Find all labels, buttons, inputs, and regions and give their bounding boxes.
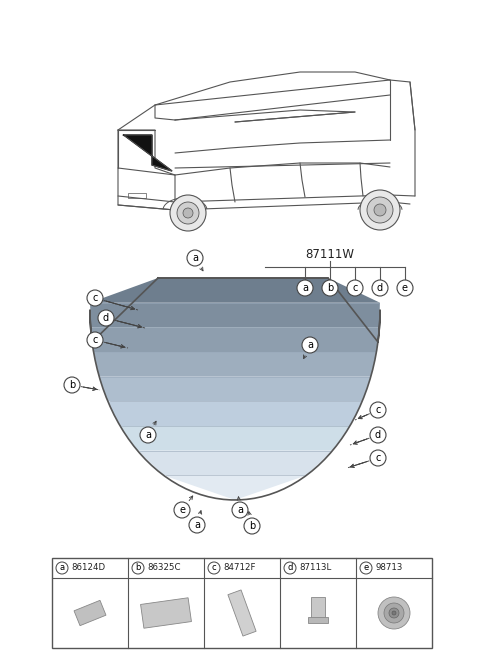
Circle shape — [370, 450, 386, 466]
Polygon shape — [141, 598, 192, 628]
Circle shape — [392, 611, 396, 615]
Circle shape — [187, 250, 203, 266]
Text: c: c — [375, 453, 381, 463]
Text: b: b — [327, 283, 333, 293]
Polygon shape — [138, 451, 333, 476]
Text: b: b — [69, 380, 75, 390]
Text: d: d — [375, 430, 381, 440]
Circle shape — [189, 517, 205, 533]
Text: 86124D: 86124D — [71, 564, 105, 573]
Circle shape — [297, 280, 313, 296]
Polygon shape — [108, 401, 362, 426]
Circle shape — [389, 608, 399, 618]
Circle shape — [302, 337, 318, 353]
Polygon shape — [91, 327, 379, 352]
Circle shape — [170, 195, 206, 231]
Circle shape — [284, 562, 296, 574]
Text: a: a — [237, 505, 243, 515]
Circle shape — [140, 427, 156, 443]
Polygon shape — [99, 377, 371, 401]
Polygon shape — [90, 302, 380, 327]
Text: c: c — [92, 335, 98, 345]
Text: c: c — [375, 405, 381, 415]
Text: 98713: 98713 — [375, 564, 402, 573]
Circle shape — [378, 597, 410, 629]
Text: e: e — [363, 564, 369, 573]
Text: 87111W: 87111W — [305, 249, 355, 262]
FancyBboxPatch shape — [311, 597, 325, 619]
Text: a: a — [192, 253, 198, 263]
Text: c: c — [92, 293, 98, 303]
Circle shape — [87, 290, 103, 306]
Text: a: a — [194, 520, 200, 530]
Circle shape — [183, 208, 193, 218]
Circle shape — [244, 518, 260, 534]
Text: e: e — [402, 283, 408, 293]
FancyBboxPatch shape — [308, 617, 328, 623]
Text: e: e — [179, 505, 185, 515]
Circle shape — [367, 197, 393, 223]
Circle shape — [374, 204, 386, 216]
Text: d: d — [288, 564, 293, 573]
Polygon shape — [164, 476, 306, 500]
Text: a: a — [302, 283, 308, 293]
Text: b: b — [249, 521, 255, 531]
Circle shape — [360, 562, 372, 574]
Text: a: a — [307, 340, 313, 350]
Text: b: b — [135, 564, 141, 573]
Text: a: a — [60, 564, 65, 573]
Circle shape — [98, 310, 114, 326]
Circle shape — [177, 202, 199, 224]
Text: c: c — [212, 564, 216, 573]
Circle shape — [132, 562, 144, 574]
Polygon shape — [90, 278, 380, 302]
Polygon shape — [120, 426, 350, 451]
Circle shape — [174, 502, 190, 518]
Circle shape — [384, 603, 404, 623]
Polygon shape — [123, 135, 172, 171]
Circle shape — [370, 402, 386, 418]
Circle shape — [372, 280, 388, 296]
Text: c: c — [352, 283, 358, 293]
Polygon shape — [228, 590, 256, 636]
Circle shape — [360, 190, 400, 230]
Text: d: d — [103, 313, 109, 323]
Circle shape — [208, 562, 220, 574]
Polygon shape — [94, 352, 376, 377]
Text: d: d — [377, 283, 383, 293]
Circle shape — [64, 377, 80, 393]
Polygon shape — [74, 600, 106, 626]
Text: a: a — [145, 430, 151, 440]
Circle shape — [87, 332, 103, 348]
Circle shape — [322, 280, 338, 296]
Circle shape — [397, 280, 413, 296]
Text: 86325C: 86325C — [147, 564, 180, 573]
Circle shape — [347, 280, 363, 296]
FancyBboxPatch shape — [52, 558, 432, 648]
Text: 87113L: 87113L — [299, 564, 331, 573]
Circle shape — [56, 562, 68, 574]
Circle shape — [232, 502, 248, 518]
Circle shape — [370, 427, 386, 443]
Text: 84712F: 84712F — [223, 564, 255, 573]
